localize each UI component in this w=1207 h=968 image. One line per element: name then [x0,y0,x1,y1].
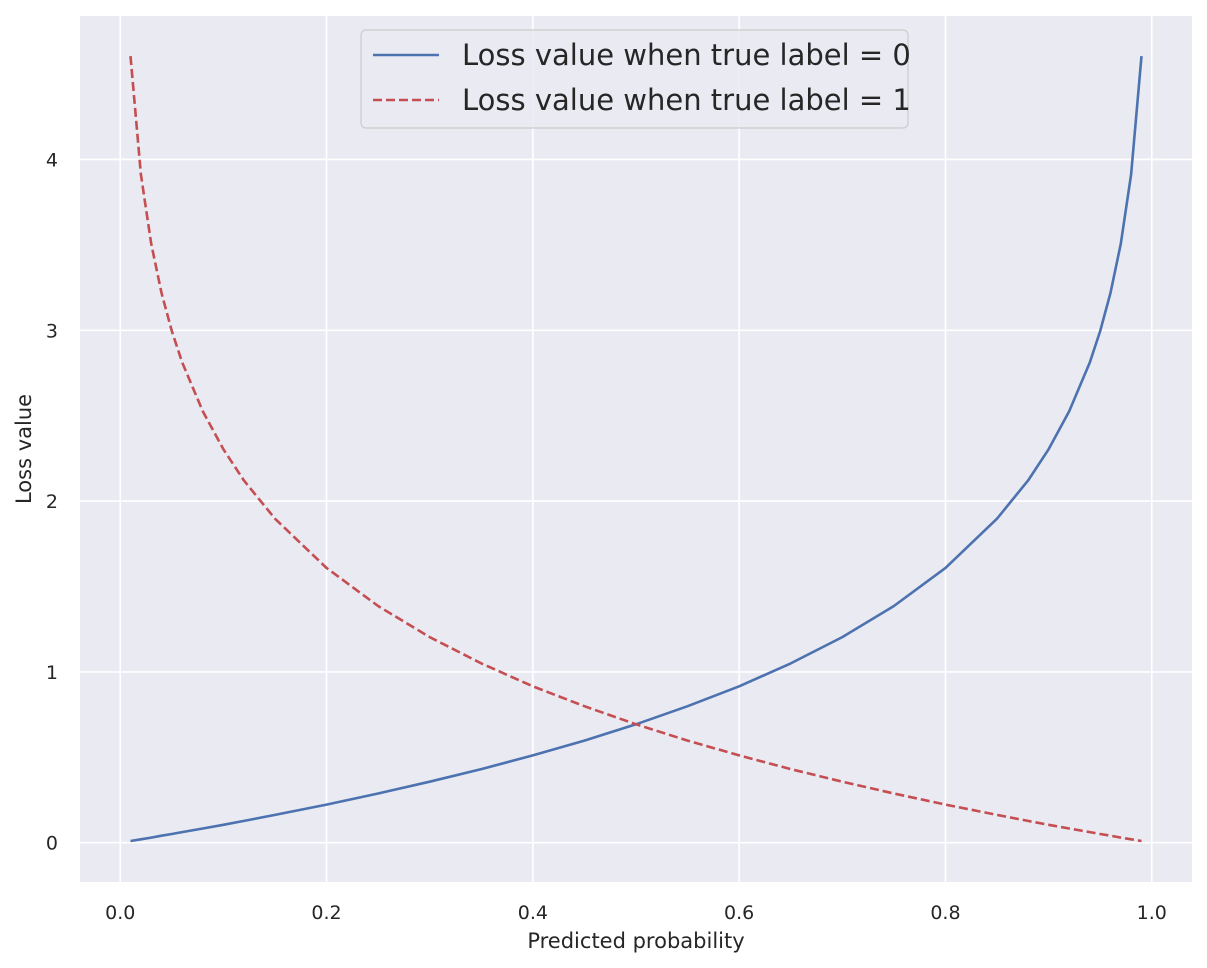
x-tick-labels: 0.0 0.2 0.4 0.6 0.8 1.0 [105,902,1167,924]
legend: Loss value when true label = 0 Loss valu… [360,29,911,129]
x-tick-label: 0.2 [311,902,341,924]
y-axis-label: Loss value [12,394,36,504]
series-lines [129,55,1143,843]
y-tick-label: 2 [46,491,58,513]
y-tick-label: 4 [46,149,58,171]
x-tick-label: 0.8 [930,902,960,924]
y-tick-labels: 0 1 2 3 4 [46,149,58,854]
x-tick-label: 0.4 [518,902,548,924]
series-line-1 [129,55,1142,843]
legend-box [360,29,909,129]
x-tick-label: 0.6 [724,902,754,924]
plot-background [80,16,1192,882]
x-tick-label: 1.0 [1137,902,1167,924]
y-tick-label: 1 [46,662,58,684]
legend-entry-label-1: Loss value when true label = 1 [462,83,911,117]
legend-entry-label-0: Loss value when true label = 0 [462,38,911,72]
x-tick-label: 0.0 [105,902,135,924]
x-axis-label: Predicted probability [527,929,744,953]
grid-lines [80,16,1192,882]
y-tick-label: 3 [46,320,58,342]
y-tick-label: 0 [46,833,58,855]
